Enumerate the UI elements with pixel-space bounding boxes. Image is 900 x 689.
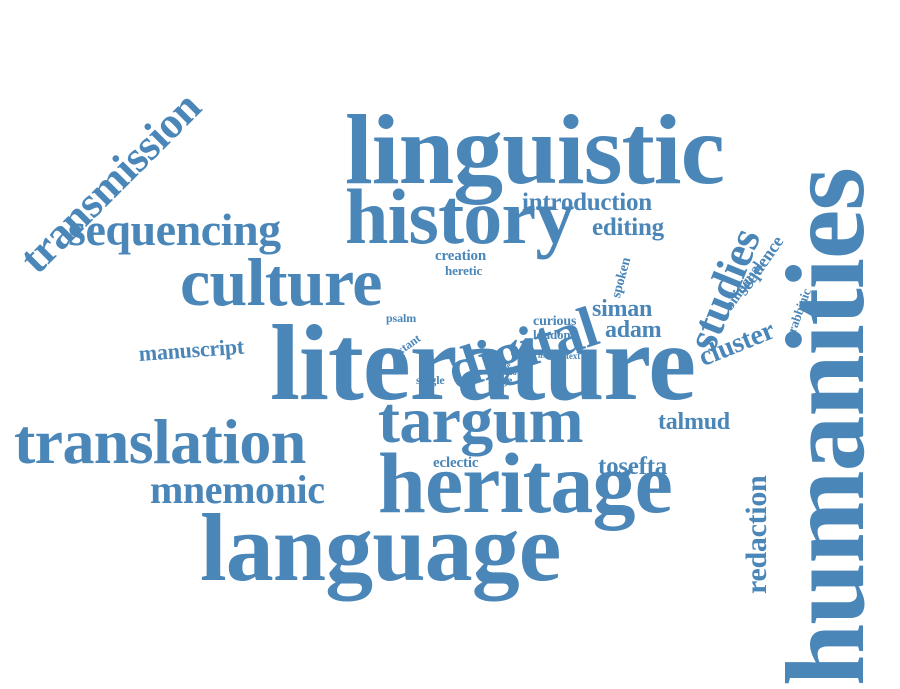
word-psalm: psalm [386, 311, 417, 325]
word-humanities: humanities [764, 168, 888, 686]
word-targum: targum [378, 384, 584, 457]
word-linguistic: linguistic [345, 94, 725, 205]
word-sequencing: sequencing [68, 204, 281, 255]
word-single: single [416, 373, 445, 387]
word-manuscript: manuscript [137, 333, 245, 366]
word-list: list [538, 351, 548, 360]
word-eclectic: eclectic [433, 455, 479, 471]
word-lots: lots [510, 367, 524, 377]
word-culture: culture [180, 244, 382, 320]
word-text: text [566, 351, 581, 361]
word-siman: siman [592, 296, 653, 322]
word-redaction: redaction [740, 475, 773, 594]
word-introduction: introduction [522, 189, 652, 216]
word-mnemonic: mnemonic [150, 467, 325, 512]
word-editing: editing [592, 214, 664, 241]
word-adam: adam [605, 317, 662, 343]
word-creation: creation [435, 248, 487, 264]
word-translation: translation [14, 406, 306, 477]
word-talmud: talmud [658, 409, 730, 435]
word-language: language [200, 494, 561, 601]
word-huge: huge [488, 373, 513, 387]
word-literature: literature [270, 304, 696, 423]
word-tosefta: tosefta [598, 453, 668, 480]
word-london: london [533, 327, 571, 342]
word-history: history [345, 173, 574, 260]
word-heretic: heretic [445, 263, 483, 278]
word-curious: curious [533, 314, 577, 329]
word-spoken: spoken [609, 255, 635, 300]
word-heritage: heritage [378, 435, 673, 531]
